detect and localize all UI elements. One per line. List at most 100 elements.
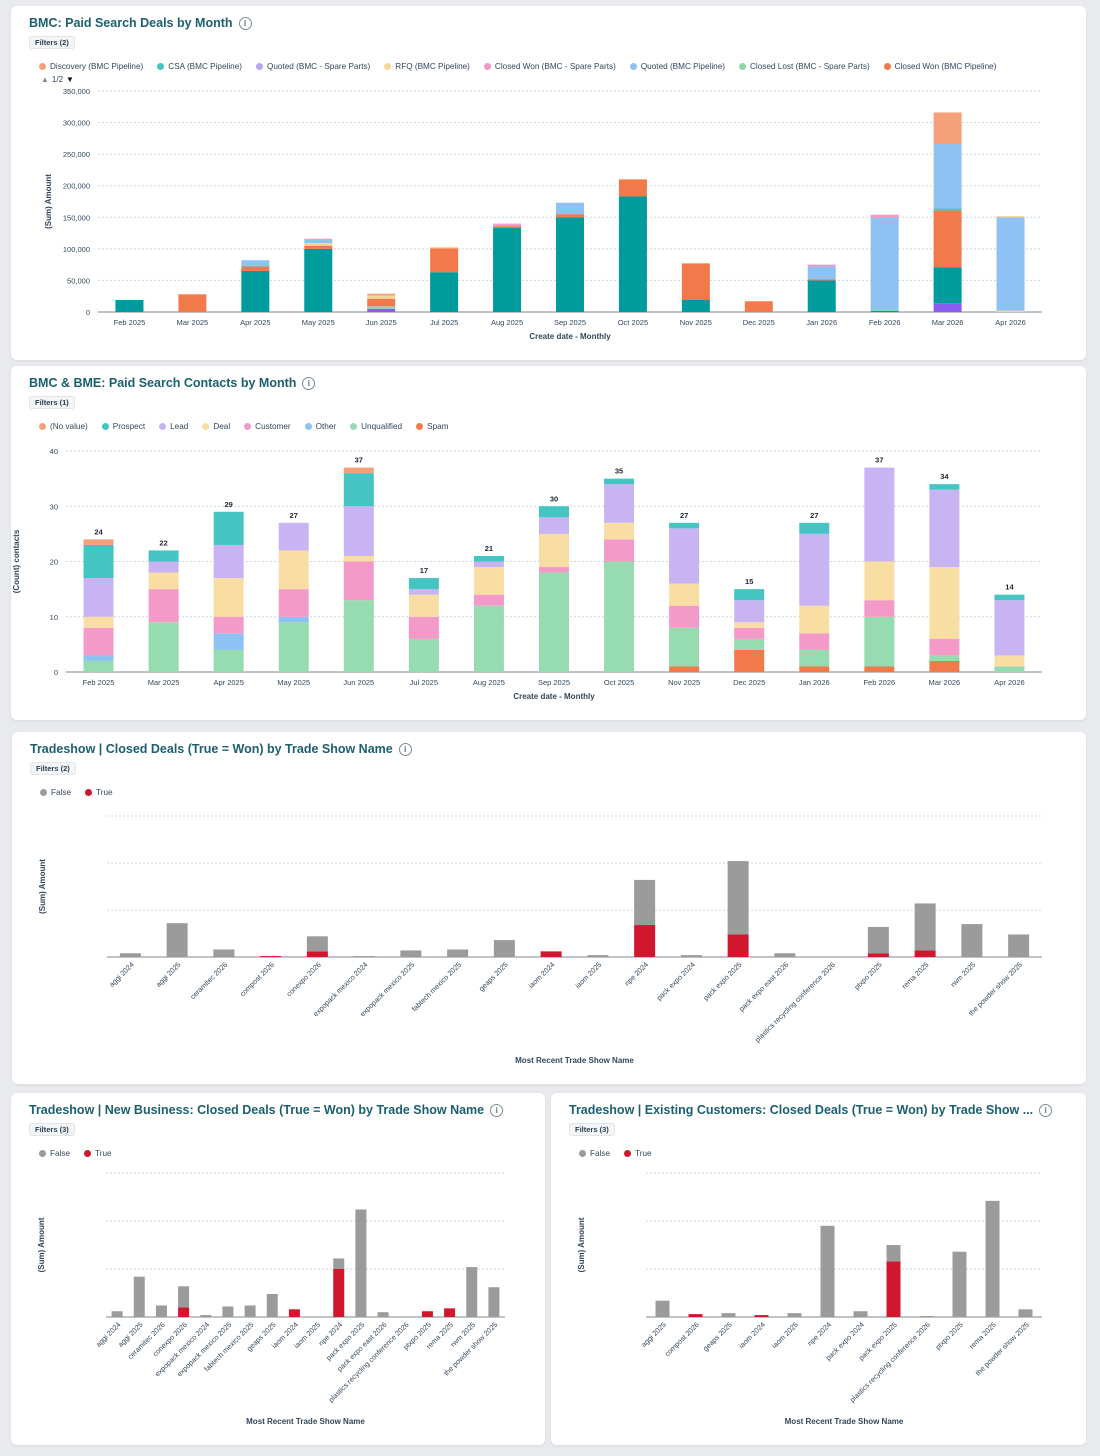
- legend-swatch: [350, 423, 358, 430]
- bar-segment: [304, 245, 333, 249]
- pager-next-icon[interactable]: ▼: [66, 75, 74, 84]
- bar-segment: [241, 260, 270, 267]
- bar-segment: [83, 544, 114, 579]
- bar-segment: [556, 202, 584, 215]
- legend-item[interactable]: Customer: [244, 422, 291, 431]
- legend-item[interactable]: True: [84, 1149, 112, 1158]
- bar-segment: [466, 1267, 478, 1317]
- bar-segment: [166, 923, 188, 957]
- contacts-filters-button[interactable]: Filters (1): [29, 396, 75, 409]
- existing-filters-button[interactable]: Filters (3): [569, 1123, 615, 1136]
- info-icon[interactable]: i: [1039, 1103, 1053, 1117]
- legend-label: Discovery (BMC Pipeline): [50, 62, 144, 71]
- bar-segment: [148, 561, 179, 573]
- tradeshow-filters-button[interactable]: Filters (2): [30, 762, 76, 775]
- bar-segment: [799, 649, 830, 667]
- x-tick-label: compost 2026: [663, 1320, 701, 1358]
- x-tick-label: Apr 2025: [213, 678, 243, 687]
- existing-card: Tradeshow | Existing Customers: Closed D…: [551, 1093, 1086, 1445]
- y-tick-label: 350,000: [63, 87, 90, 96]
- x-tick-label: Dec 2025: [733, 678, 765, 687]
- bar-segment: [119, 953, 141, 957]
- tradeshow-title[interactable]: Tradeshow | Closed Deals (True = Won) by…: [30, 742, 412, 756]
- bar-segment: [493, 223, 522, 225]
- x-tick-label: Apr 2025: [240, 318, 270, 327]
- bar-segment: [669, 528, 700, 584]
- bar-segment: [447, 949, 469, 957]
- bar-segment: [681, 300, 710, 312]
- bar-segment: [493, 228, 522, 312]
- legend-swatch: [739, 63, 746, 70]
- legend-item[interactable]: Closed Won (BMC Pipeline): [883, 62, 997, 71]
- legend-item[interactable]: (No value): [39, 422, 88, 431]
- newbiz-title[interactable]: Tradeshow | New Business: Closed Deals (…: [29, 1103, 504, 1117]
- legend-item[interactable]: Discovery (BMC Pipeline): [39, 62, 143, 71]
- legend-item[interactable]: RFQ (BMC Pipeline): [384, 62, 470, 71]
- legend-swatch: [40, 789, 47, 796]
- legend-item[interactable]: Quoted (BMC Pipeline): [629, 62, 725, 71]
- x-tick-label: ceramitec 2026: [188, 960, 229, 1001]
- bar-segment: [493, 226, 522, 229]
- legend-item[interactable]: Unqualified: [350, 422, 402, 431]
- legend-item[interactable]: CSA (BMC Pipeline): [157, 62, 242, 71]
- legend-item[interactable]: Closed Won (BMC - Spare Parts): [483, 62, 616, 71]
- bar-segment: [754, 1315, 769, 1317]
- bar-segment: [734, 638, 765, 650]
- bar-segment: [353, 956, 375, 957]
- bar-segment: [669, 666, 700, 672]
- legend-label: Closed Won (BMC Pipeline): [894, 62, 997, 71]
- pager-prev-icon[interactable]: ▲: [41, 75, 49, 84]
- bar-segment: [493, 224, 522, 227]
- bar-segment: [343, 473, 374, 507]
- bar-segment: [408, 578, 439, 590]
- bar-segment: [807, 266, 836, 280]
- info-icon[interactable]: i: [238, 16, 252, 30]
- legend-item[interactable]: Prospect: [101, 422, 145, 431]
- x-tick-label: rwm 2025: [949, 960, 978, 989]
- info-icon[interactable]: i: [490, 1103, 504, 1117]
- legend-item[interactable]: Other: [304, 422, 336, 431]
- x-tick-label: Nov 2025: [668, 678, 700, 687]
- bar-segment: [994, 600, 1025, 656]
- data-label: 37: [875, 456, 883, 465]
- deals-title[interactable]: BMC: Paid Search Deals by Month i: [29, 16, 252, 30]
- bar-segment: [996, 310, 1025, 312]
- bar-segment: [444, 1308, 456, 1317]
- legend-item[interactable]: Lead: [159, 422, 188, 431]
- bar-segment: [539, 567, 569, 573]
- x-tick-label: Jun 2025: [366, 318, 397, 327]
- legend-item[interactable]: False: [39, 1149, 70, 1158]
- bar-segment: [213, 578, 244, 617]
- legend-label: Lead: [170, 422, 189, 431]
- tradeshow-legend: False True: [40, 788, 113, 797]
- bar-segment: [430, 272, 459, 312]
- x-tick-label: Mar 2026: [932, 318, 964, 327]
- newbiz-filters-button[interactable]: Filters (3): [29, 1123, 75, 1136]
- deals-filters-button[interactable]: Filters (2): [29, 36, 75, 49]
- legend-label: True: [95, 1149, 112, 1158]
- legend-item[interactable]: Deal: [202, 422, 230, 431]
- bar-segment: [853, 1311, 868, 1317]
- deals-legend: Discovery (BMC Pipeline) CSA (BMC Pipelin…: [39, 62, 996, 71]
- legend-item[interactable]: False: [579, 1149, 610, 1158]
- bar-segment: [222, 1306, 234, 1317]
- info-icon[interactable]: i: [302, 376, 316, 390]
- bar-segment: [306, 951, 328, 957]
- contacts-title[interactable]: BMC & BME: Paid Search Contacts by Month…: [29, 376, 316, 390]
- data-label: 22: [159, 538, 167, 547]
- x-tick-label: Mar 2026: [929, 678, 961, 687]
- legend-item[interactable]: Closed Lost (BMC - Spare Parts): [739, 62, 870, 71]
- legend-item[interactable]: Spam: [416, 422, 449, 431]
- y-tick-label: 40: [50, 447, 58, 456]
- data-label: 17: [420, 566, 428, 575]
- info-icon[interactable]: i: [398, 742, 412, 756]
- existing-title[interactable]: Tradeshow | Existing Customers: Closed D…: [569, 1103, 1053, 1117]
- bar-segment: [1008, 934, 1030, 957]
- x-tick-label: plastics recycling conference 2026: [753, 960, 837, 1044]
- legend-item[interactable]: True: [624, 1149, 652, 1158]
- legend-item[interactable]: False: [40, 788, 71, 797]
- legend-item[interactable]: True: [85, 788, 113, 797]
- legend-item[interactable]: Quoted (BMC - Spare Parts): [256, 62, 370, 71]
- newbiz-card: Tradeshow | New Business: Closed Deals (…: [11, 1093, 545, 1445]
- bar-segment: [867, 953, 889, 957]
